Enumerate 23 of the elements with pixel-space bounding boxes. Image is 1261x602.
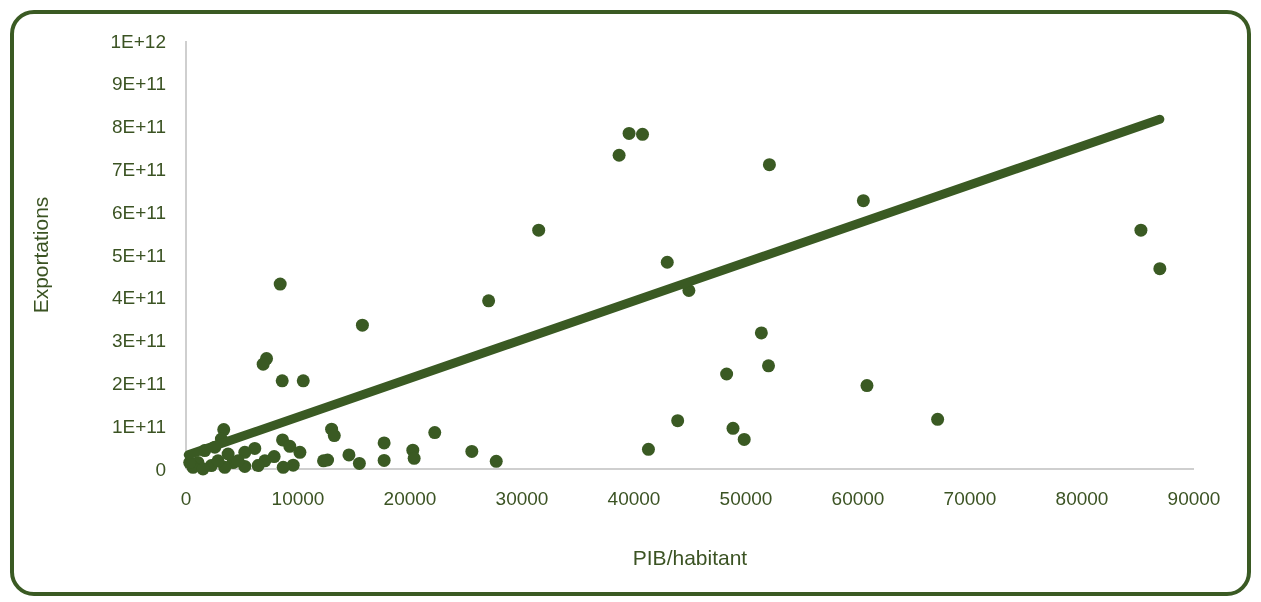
- x-tick-label: 20000: [383, 488, 437, 509]
- x-tick-label: 60000: [831, 488, 885, 509]
- y-axis-title: Exportations: [29, 196, 52, 314]
- x-axis-title: PIB/habitant: [632, 546, 748, 569]
- y-tick-label: 5E+11: [111, 244, 166, 266]
- y-tick-label: 1E+12: [110, 30, 166, 52]
- x-tick-label: 30000: [495, 488, 549, 509]
- y-tick-label: 3E+11: [111, 330, 166, 352]
- y-tick-label: 1E+11: [111, 415, 166, 437]
- x-tick-label: 50000: [719, 488, 773, 509]
- x-tick-label: 80000: [1055, 488, 1109, 509]
- y-tick-label: 0: [155, 458, 166, 480]
- x-tick-label: 0: [180, 488, 192, 509]
- y-tick-label: 6E+11: [111, 201, 166, 223]
- x-tick-label: 90000: [1167, 488, 1221, 509]
- x-tick-label: 10000: [271, 488, 325, 509]
- y-tick-label: 8E+11: [111, 116, 166, 138]
- y-tick-label: 2E+11: [111, 373, 166, 395]
- y-tick-label: 9E+11: [111, 73, 166, 95]
- x-tick-label: 40000: [607, 488, 661, 509]
- y-tick-label: 4E+11: [111, 287, 166, 309]
- x-tick-label: 70000: [943, 488, 997, 509]
- y-tick-label: 7E+11: [111, 159, 166, 181]
